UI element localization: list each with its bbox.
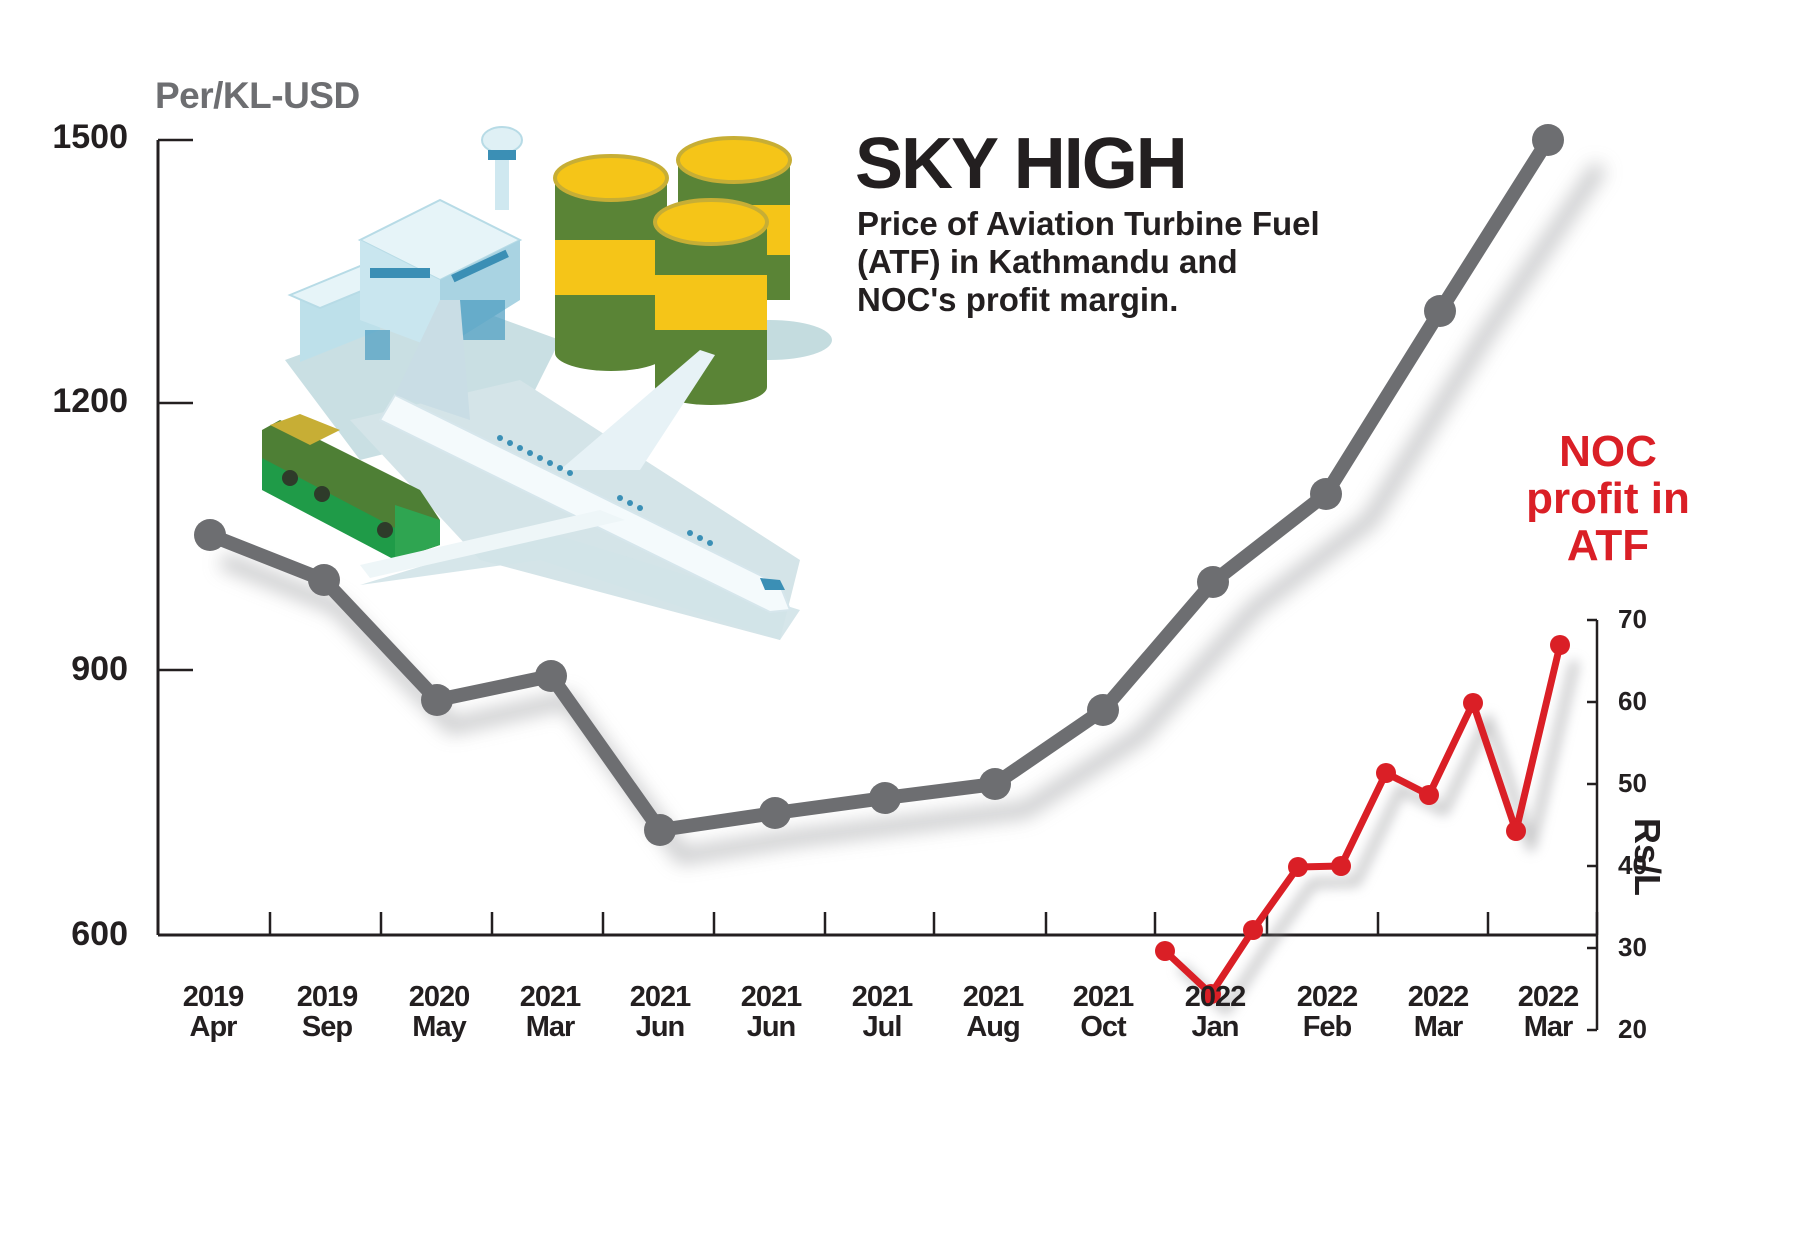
chart-subtitle: Price of Aviation Turbine Fuel (ATF) in … — [857, 205, 1320, 318]
x-axis-tick: 2021 Mar — [519, 981, 582, 1043]
axes — [156, 138, 1599, 1032]
noc-profit-series — [1155, 635, 1580, 1015]
right-axis-tick: 40 — [1618, 850, 1647, 880]
data-point — [535, 660, 567, 692]
data-point — [1201, 984, 1221, 1004]
x-axis-tick: 2019 Sep — [296, 981, 359, 1043]
data-point — [979, 768, 1011, 800]
data-point — [1419, 785, 1439, 805]
right-axis-tick: 70 — [1618, 604, 1647, 634]
data-point — [1087, 694, 1119, 726]
chart-title: SKY HIGH — [855, 124, 1188, 204]
x-axis-tick: 2021 Jun — [629, 981, 692, 1043]
left-axis-tick: 1500 — [52, 118, 128, 156]
data-point — [1288, 857, 1308, 877]
data-point — [1331, 856, 1351, 876]
right-axis-tick: 30 — [1618, 932, 1647, 962]
noc-profit-label: NOC profit in ATF — [1488, 428, 1728, 569]
right-axis-tick: 50 — [1618, 768, 1647, 798]
y-axis-unit-label: Per/KL-USD — [155, 75, 360, 116]
x-axis-tick: 2021 Oct — [1072, 981, 1135, 1043]
data-point — [1310, 478, 1342, 510]
data-point — [1550, 635, 1570, 655]
left-axis-tick: 1200 — [52, 382, 128, 420]
data-point — [421, 684, 453, 716]
data-point — [1155, 941, 1175, 961]
airplane-icon — [360, 300, 800, 640]
fuel-tanker-truck-icon — [262, 414, 440, 560]
right-axis-tick: 20 — [1618, 1014, 1647, 1044]
terminal-building-icon — [287, 126, 523, 362]
data-point — [1532, 124, 1564, 156]
data-point — [1506, 821, 1526, 841]
x-axis-tick: 2020 May — [408, 981, 471, 1043]
data-point — [1243, 920, 1263, 940]
airport-illustration — [262, 126, 832, 640]
noc-profit-label-line3: ATF — [1566, 521, 1650, 570]
data-point — [1197, 566, 1229, 598]
data-point — [308, 564, 340, 596]
x-axis-tick: 2021 Jun — [740, 981, 803, 1043]
data-point — [1376, 763, 1396, 783]
noc-profit-label-line1: NOC — [1559, 427, 1657, 476]
atf-price-series — [194, 124, 1607, 864]
x-axis-tick: 2021 Jul — [851, 981, 914, 1043]
x-axis-tick: 2022 Mar — [1407, 981, 1470, 1043]
x-axis-tick: 2022 Jan — [1184, 981, 1247, 1043]
x-axis-tick: 2022 Feb — [1296, 981, 1359, 1043]
data-point — [1424, 295, 1456, 327]
left-axis-tick: 600 — [71, 915, 128, 953]
x-axis-tick: 2019 Apr — [182, 981, 245, 1043]
data-point — [759, 797, 791, 829]
right-axis-label: Rs/L — [1627, 818, 1668, 897]
data-point — [1463, 693, 1483, 713]
x-axis-tick: 2021 Aug — [962, 981, 1025, 1043]
left-axis-tick: 900 — [71, 650, 128, 688]
right-axis-tick: 60 — [1618, 686, 1647, 716]
oil-barrels-icon — [553, 136, 832, 405]
x-axis-tick: 2022 Mar — [1517, 981, 1580, 1043]
data-point — [194, 519, 226, 551]
noc-profit-label-line2: profit in — [1526, 474, 1690, 523]
data-point — [644, 814, 676, 846]
data-point — [869, 782, 901, 814]
